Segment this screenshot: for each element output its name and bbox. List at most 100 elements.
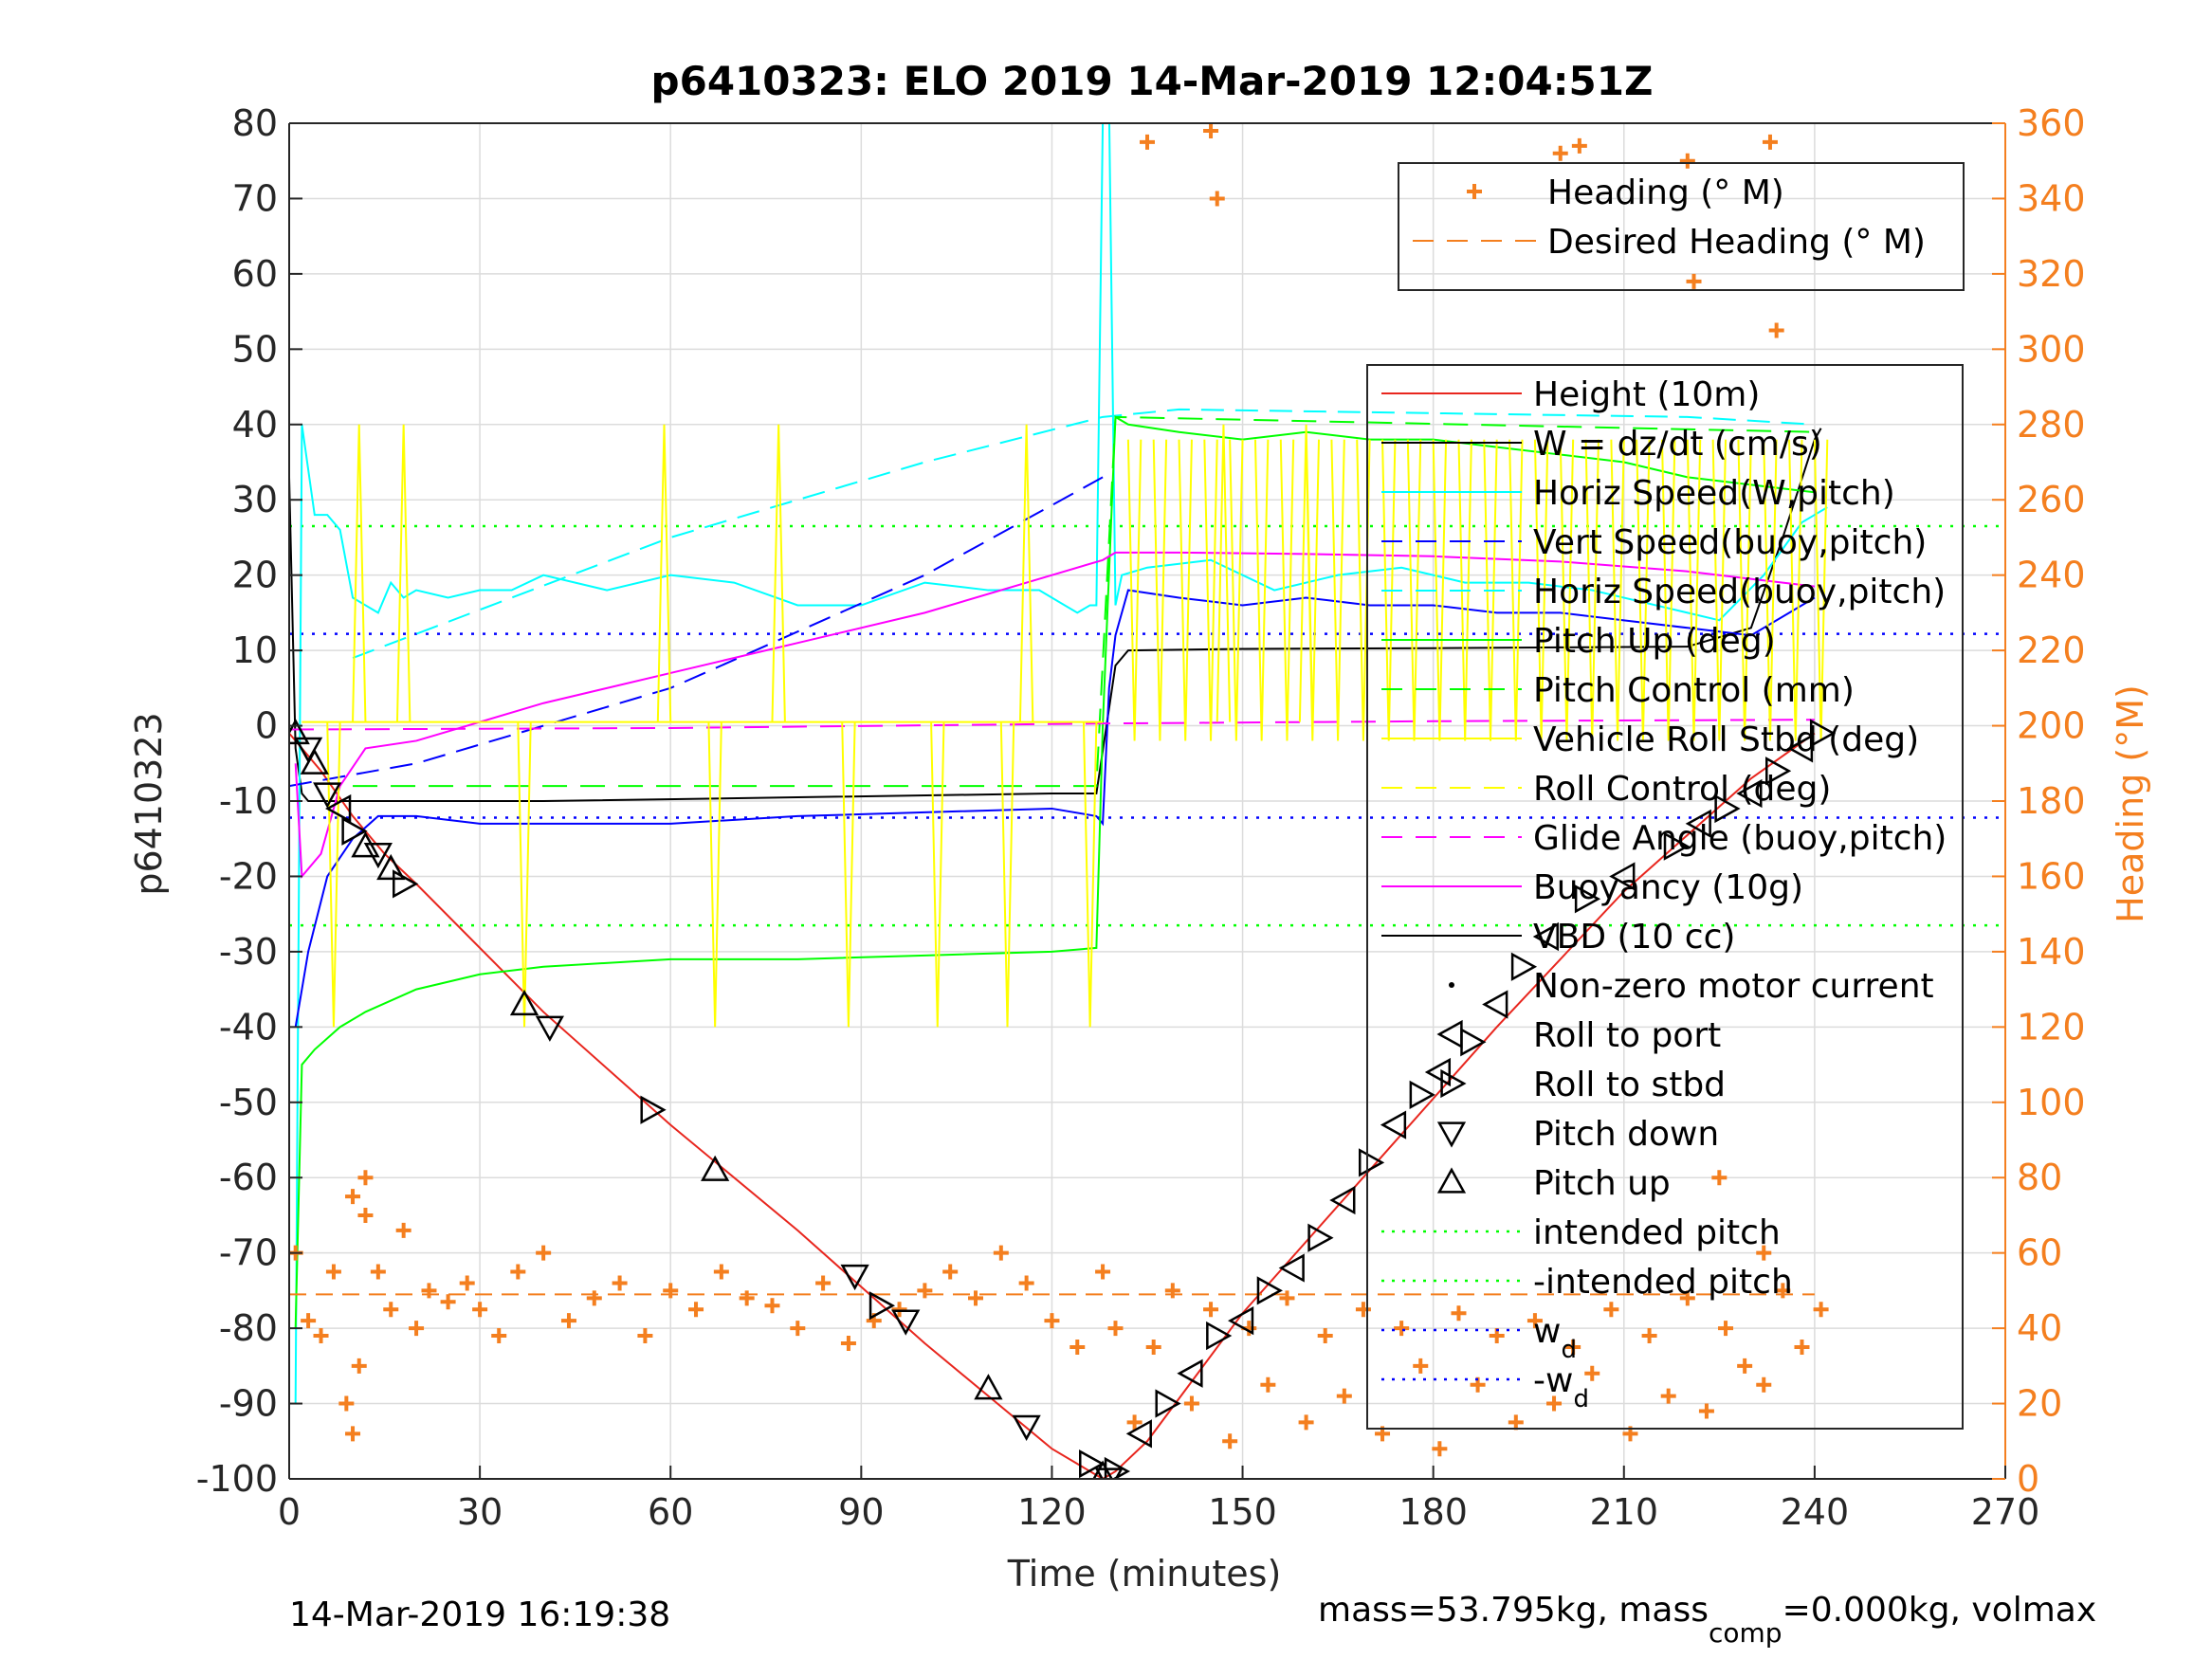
heading-marker [301, 1313, 317, 1329]
y-tick-label: 50 [232, 328, 278, 370]
legend-label: W = dz/dt (cm/s) [1533, 425, 1822, 464]
pitch-roll-marker [1714, 793, 1741, 824]
pitch-roll-marker [393, 869, 419, 899]
roll-oscillation [1508, 439, 1524, 741]
heading-marker [1762, 134, 1778, 150]
heading-marker [637, 1328, 653, 1344]
heading-marker [1686, 273, 1702, 289]
legend-label: Heading (° M) [1547, 173, 1784, 212]
y2-tick-label: 340 [2017, 177, 2086, 219]
heading-marker [1095, 1264, 1111, 1280]
pitch-roll-marker [1177, 1358, 1203, 1388]
x-tick-label: 0 [278, 1491, 301, 1533]
pitch-roll-marker [509, 989, 539, 1016]
legend-heading: Heading (° M) Desired Heading (° M) [1398, 162, 1965, 291]
x-tick-label: 240 [1781, 1491, 1850, 1533]
roll-spike [352, 424, 367, 722]
y-tick-label: 60 [232, 253, 278, 295]
pitch-roll-marker [1786, 734, 1814, 763]
y2-tick-label: 120 [2017, 1006, 2086, 1048]
series-line [294, 589, 1816, 1028]
heading-marker [891, 1302, 907, 1318]
y-tick-label: 30 [232, 479, 278, 520]
series-line [294, 415, 1816, 1329]
heading-marker [1126, 1414, 1143, 1431]
y-tick-label: -30 [219, 931, 278, 973]
roll-oscillation [1152, 439, 1168, 741]
heading-marker [1756, 1376, 1772, 1393]
heading-marker [357, 1170, 374, 1186]
pitch-roll-marker [341, 816, 368, 846]
legend-label: Desired Heading (° M) [1547, 223, 1926, 262]
chart-title: p6410323: ELO 2019 14-Mar-2019 12:04:51Z [651, 58, 1654, 104]
heading-marker [421, 1283, 437, 1299]
roll-spike [326, 721, 341, 1028]
heading-marker [1222, 1433, 1238, 1449]
roll-oscillation [1203, 439, 1218, 741]
y-tick-label: -60 [219, 1157, 278, 1198]
y-tick-label: 10 [232, 629, 278, 671]
heading-marker [968, 1290, 983, 1306]
heading-marker [409, 1321, 425, 1337]
x-tick-label: 210 [1590, 1491, 1659, 1533]
heading-marker [1565, 1339, 1581, 1355]
heading-marker [1546, 1395, 1563, 1412]
pitch-roll-marker [300, 748, 329, 775]
roll-spike [841, 721, 856, 1028]
legend-label: Vert Speed(buoy,pitch) [1533, 523, 1927, 562]
legend-label: intended pitch [1533, 1213, 1781, 1252]
legend-label: VBD (10 cc) [1533, 918, 1735, 957]
heading-marker [1794, 1339, 1810, 1355]
pitch-roll-marker [1809, 719, 1837, 748]
heading-marker [1603, 1302, 1619, 1318]
heading-marker [345, 1189, 361, 1205]
roll-spike [999, 721, 1015, 1028]
roll-oscillation [1279, 439, 1295, 741]
legend-label-subscript: d [1561, 1336, 1577, 1364]
roll-spike [771, 424, 786, 722]
pitch-roll-marker [313, 782, 342, 809]
y2-tick-label: 0 [2017, 1458, 2039, 1500]
heading-marker [1508, 1414, 1524, 1431]
legend-label: -intended pitch [1533, 1263, 1793, 1302]
heading-marker [1756, 1245, 1772, 1261]
heading-marker [1140, 134, 1155, 150]
heading-marker [491, 1328, 507, 1344]
heading-marker [1279, 1290, 1295, 1306]
heading-marker [1698, 1403, 1714, 1419]
legend-swatch [1436, 1019, 1463, 1049]
y2-tick-label: 60 [2017, 1232, 2062, 1274]
heading-marker [338, 1395, 355, 1412]
legend-box [1366, 364, 1964, 1430]
footer-mass: mass=53.795kg, masscomp=0.000kg, volmax [1318, 1591, 2096, 1649]
legend-swatch [1467, 184, 1482, 199]
y2-axis-label: Heading (°M) [2110, 684, 2151, 923]
heading-marker [586, 1290, 602, 1306]
heading-marker [1336, 1388, 1352, 1404]
roll-oscillation [1457, 439, 1472, 741]
pitch-roll-marker [325, 793, 352, 824]
y-tick-label: 40 [232, 404, 278, 446]
pitch-roll-marker [363, 842, 393, 869]
roll-oscillation [1533, 439, 1549, 741]
pitch-roll-marker [1079, 1449, 1106, 1479]
legend-swatch [1449, 982, 1454, 988]
heading-marker [612, 1275, 628, 1291]
x-tick-label: 180 [1398, 1491, 1468, 1533]
heading-marker [510, 1264, 526, 1280]
heading-marker [688, 1302, 704, 1318]
heading-marker [1394, 1321, 1410, 1337]
heading-marker [713, 1264, 729, 1280]
heading-marker [739, 1290, 755, 1306]
legend-label: Pitch Control (mm) [1533, 671, 1855, 710]
legend-label: Pitch down [1533, 1115, 1719, 1154]
y-tick-label: -50 [219, 1082, 278, 1123]
legend-label: Pitch up [1533, 1164, 1671, 1203]
series-line [352, 408, 1815, 659]
roll-oscillation [1305, 439, 1320, 741]
heading-marker [1552, 145, 1568, 161]
y2-tick-label: 20 [2017, 1383, 2062, 1425]
roll-spike [395, 424, 411, 722]
y2-tick-label: 300 [2017, 328, 2086, 370]
pitch-roll-marker [1765, 757, 1792, 786]
